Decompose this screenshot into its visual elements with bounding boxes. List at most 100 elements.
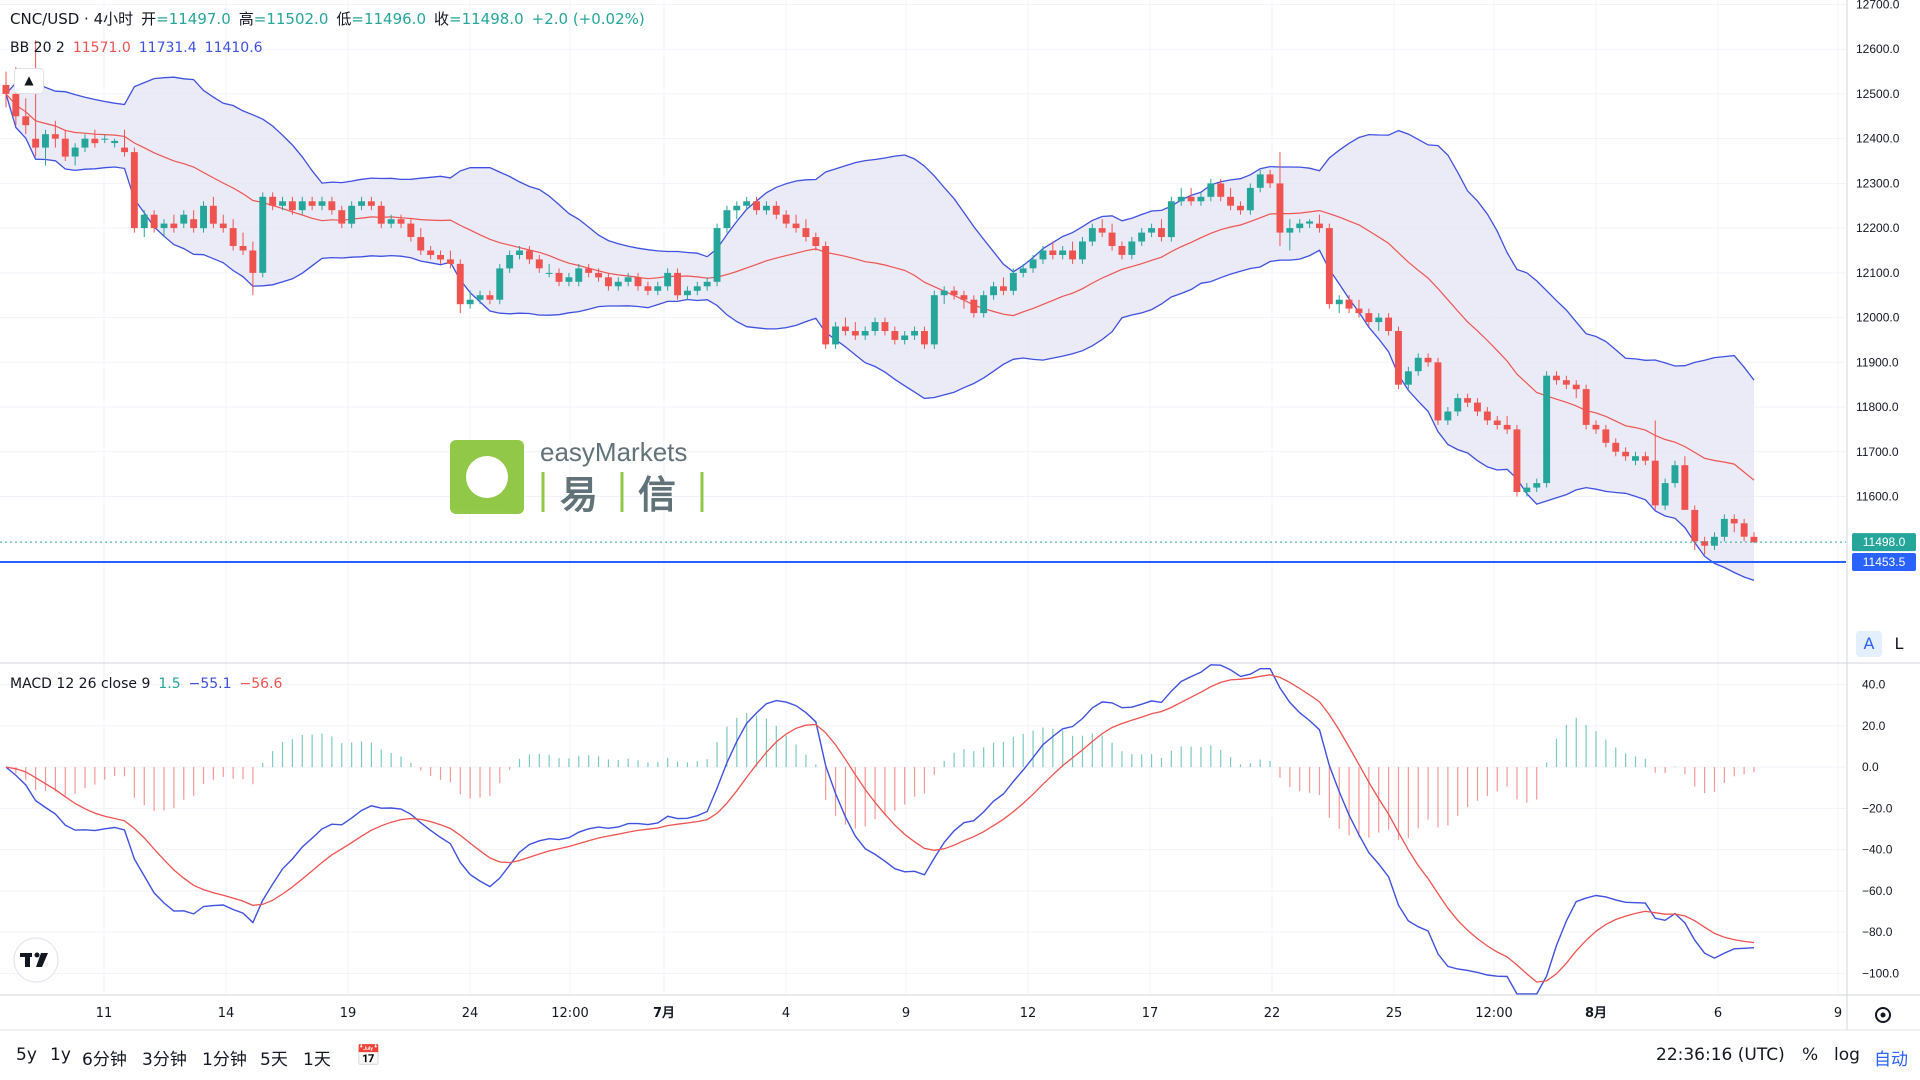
settings-gear-icon[interactable] (1875, 1007, 1891, 1023)
bollinger-legend[interactable]: BB 20 2 11571.0 11731.4 11410.6 (10, 40, 271, 56)
time-tick-label: 9 (1834, 1006, 1842, 1021)
range-button-3[interactable]: 3分钟 (142, 1050, 187, 1070)
high-value: =11502.0 (253, 10, 329, 28)
candle-body (921, 331, 928, 345)
price-tick-label: 12200.0 (1856, 221, 1900, 235)
log-scale-button[interactable]: L (1894, 634, 1904, 653)
symbol-title[interactable]: CNC/USD · 4小时 (10, 10, 134, 28)
candle-body (318, 201, 326, 206)
candle-body (980, 295, 988, 314)
candle-body (219, 223, 227, 229)
candle-body (822, 246, 830, 345)
range-button-2[interactable]: 6分钟 (82, 1050, 127, 1070)
candle-body (1612, 442, 1620, 452)
macd-legend[interactable]: MACD 12 26 close 9 1.5 −55.1 −56.6 (10, 676, 290, 692)
utc-clock[interactable]: 22:36:16 (UTC) (1656, 1045, 1785, 1065)
macd-tick-label: −20.0 (1862, 801, 1893, 815)
candle-body (496, 268, 504, 300)
macd-histogram (15, 713, 1755, 840)
bb-upper: 11731.4 (138, 40, 197, 56)
price-tick-label: 12300.0 (1856, 176, 1900, 190)
candle-body (1019, 268, 1027, 273)
candle-body (51, 134, 59, 139)
candle-body (743, 201, 751, 206)
candle-body (940, 290, 948, 296)
candle-body (851, 331, 859, 336)
candle-body (674, 272, 681, 296)
candle-body (1395, 331, 1402, 385)
time-tick-label: 22 (1264, 1006, 1281, 1021)
open-label: 开 (141, 10, 157, 28)
time-axis[interactable]: 11 14 19 24 12:00 7月 4 9 12 17 22 25 12:00 8月 6 9 (96, 1006, 1842, 1021)
candle-body (121, 147, 128, 153)
time-tick-label: 8月 (1585, 1006, 1607, 1021)
candle-body (1651, 460, 1659, 506)
candlestick-series (2, 40, 1758, 555)
close-label: 收 (434, 10, 450, 28)
price-axis[interactable]: 12700.0 12600.0 12500.0 12400.0 12300.0 12200… (1856, 0, 1900, 504)
symbol-legend[interactable]: CNC/USD · 4小时 开=11497.0 高=11502.0 低=11496.0… (10, 8, 653, 29)
candle-body (1128, 241, 1136, 255)
range-button-1[interactable]: 1y (50, 1045, 71, 1065)
bollinger-band-fill (6, 77, 1754, 581)
candle-body (239, 246, 247, 251)
candle-body (1118, 246, 1126, 255)
candle-body (1079, 241, 1086, 260)
candle-body (1306, 221, 1313, 224)
range-button-6[interactable]: 1天 (303, 1050, 331, 1070)
range-button-5[interactable]: 5天 (260, 1050, 288, 1070)
candle-body (1404, 371, 1412, 385)
candle-body (891, 331, 899, 340)
auto-scale-button[interactable]: A (1856, 631, 1882, 657)
log-toggle-button[interactable]: log (1834, 1045, 1860, 1065)
candle-body (1049, 250, 1057, 255)
watermark-brand: easyMarkets (540, 437, 687, 467)
percent-scale-button[interactable]: % (1802, 1045, 1819, 1065)
candle-body (387, 219, 395, 224)
candle-body (1355, 308, 1363, 314)
price-tick-label: 12600.0 (1856, 42, 1900, 56)
price-tick-label: 11600.0 (1856, 490, 1899, 504)
calendar-range-icon[interactable]: 📅 (356, 1043, 381, 1067)
price-tick-label: 12700.0 (1856, 0, 1900, 11)
candle-body (1029, 259, 1037, 269)
candle-body (575, 268, 583, 282)
candle-body (1681, 465, 1689, 510)
bb-lower: 11410.6 (204, 40, 263, 56)
candle-body (1424, 357, 1432, 363)
bb-name: BB 20 2 (10, 40, 65, 56)
candle-body (664, 272, 672, 287)
range-button-0[interactable]: 5y (16, 1045, 37, 1065)
auto-toggle-button[interactable]: 自动 (1874, 1050, 1908, 1070)
candle-body (308, 201, 316, 206)
svg-text:11498.0: 11498.0 (1863, 535, 1906, 549)
candle-body (358, 201, 365, 206)
candle-body (950, 290, 958, 296)
candle-body (1246, 187, 1254, 211)
candle-body (1483, 411, 1491, 421)
macd-name: MACD 12 26 close 9 (10, 676, 151, 692)
candle-body (140, 214, 148, 229)
macd-axis[interactable]: 40.0 20.0 0.0 −20.0 −40.0 −60.0 −80.0 −100.0 (1862, 678, 1899, 981)
candle-body (1444, 411, 1452, 421)
candle-body (1325, 228, 1333, 305)
candle-body (397, 219, 405, 224)
time-tick-label: 25 (1386, 1006, 1403, 1021)
macd-tick-label: 40.0 (1862, 678, 1886, 692)
candle-body (1711, 536, 1718, 546)
candle-body (1750, 536, 1758, 543)
candle-body (1701, 541, 1709, 546)
macd-value: −55.1 (188, 676, 232, 692)
collapse-legend-button[interactable]: ▲ (14, 68, 44, 94)
candle-body (1237, 205, 1244, 211)
range-button-4[interactable]: 1分钟 (202, 1050, 247, 1070)
tradingview-logo-icon[interactable] (13, 937, 59, 983)
candle-body (654, 286, 662, 291)
candle-body (1632, 456, 1639, 461)
candle-body (61, 138, 69, 157)
candle-body (1335, 299, 1343, 305)
candle-body (427, 250, 435, 255)
candle-body (911, 331, 918, 336)
candle-body (1108, 232, 1116, 246)
